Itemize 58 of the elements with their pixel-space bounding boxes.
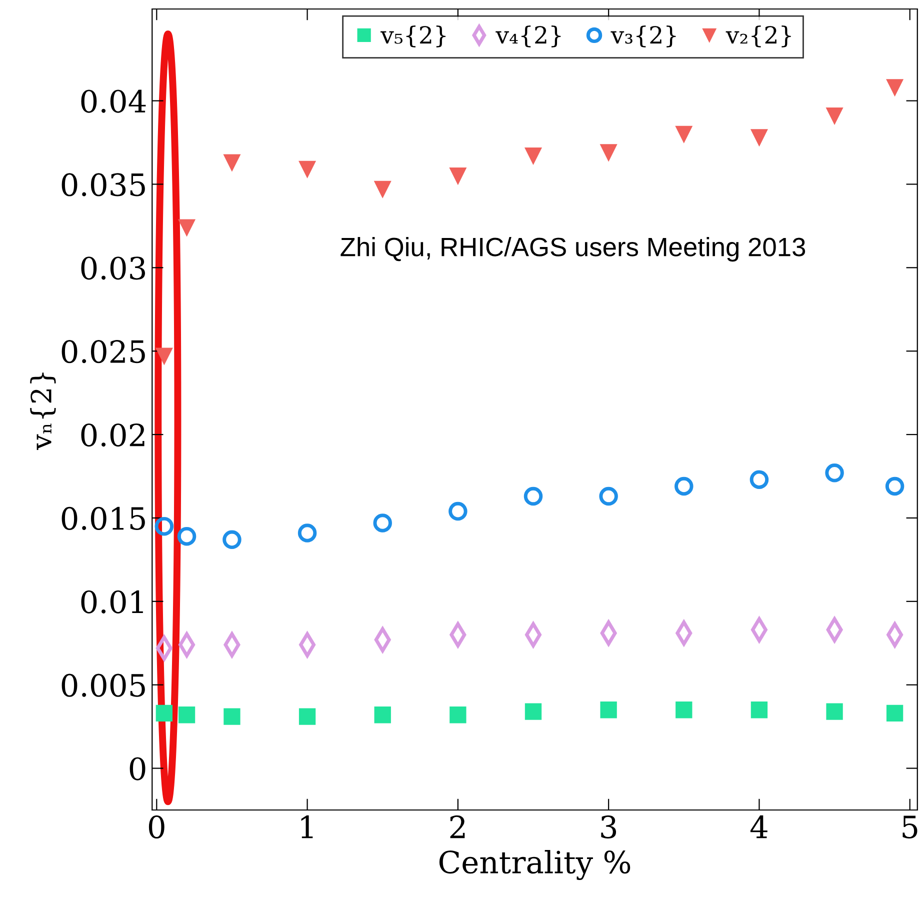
point (374, 706, 391, 724)
point (600, 702, 617, 718)
x-tick-label: 5 (902, 816, 918, 839)
x-tick-label: 2 (450, 815, 465, 838)
point (448, 502, 468, 521)
point (450, 706, 466, 724)
x-tick-label: 4 (750, 815, 768, 838)
point (674, 476, 694, 496)
point (298, 708, 316, 725)
point (298, 524, 317, 542)
point (524, 486, 543, 506)
y-tick-label: 0.04 (81, 90, 146, 113)
point (178, 219, 196, 236)
point (374, 180, 391, 198)
point (750, 470, 769, 489)
point (156, 348, 173, 364)
legend-label: v₂{2} (726, 26, 791, 48)
point (224, 708, 240, 725)
x-axis-title: Centrality % (439, 850, 630, 880)
point (177, 526, 196, 546)
y-tick-label: 0.035 (62, 173, 145, 196)
point (373, 514, 392, 532)
y-tick-label: 0.005 (62, 674, 145, 697)
point (524, 148, 542, 164)
y-tick-label: 0.015 (62, 506, 145, 530)
legend-label: v₄{2} (496, 26, 561, 48)
legend-label: v₅{2} (380, 26, 446, 48)
x-tick-label: 3 (601, 815, 616, 839)
y-tick-label: 0 (130, 757, 146, 780)
y-tick-label: 0.02 (81, 423, 144, 447)
point (224, 154, 240, 171)
y-tick-label: 0.025 (62, 340, 145, 364)
point (826, 107, 843, 124)
x-tick-label: 1 (301, 815, 313, 838)
point (886, 704, 904, 722)
point (599, 486, 618, 506)
point (298, 160, 316, 178)
point (156, 704, 173, 722)
legend-label: v₃{2} (610, 26, 676, 48)
point (750, 702, 768, 718)
point (826, 703, 843, 720)
y-axis-title: vₙ{2} (30, 372, 56, 450)
point (750, 129, 768, 146)
point (676, 702, 692, 718)
point (886, 79, 904, 96)
point (450, 168, 466, 184)
y-tick-label: 0.03 (81, 256, 145, 280)
point (154, 516, 174, 536)
point (178, 706, 196, 724)
point (222, 530, 242, 550)
point (600, 144, 617, 161)
point (885, 476, 904, 496)
y-tick-label: 0.01 (81, 590, 143, 614)
annotation: Zhi Qiu, RHIC/AGS users Meeting 2013 (340, 237, 806, 262)
point (524, 703, 542, 720)
point (825, 464, 844, 482)
point (676, 126, 692, 142)
x-tick-label: 0 (148, 815, 164, 839)
